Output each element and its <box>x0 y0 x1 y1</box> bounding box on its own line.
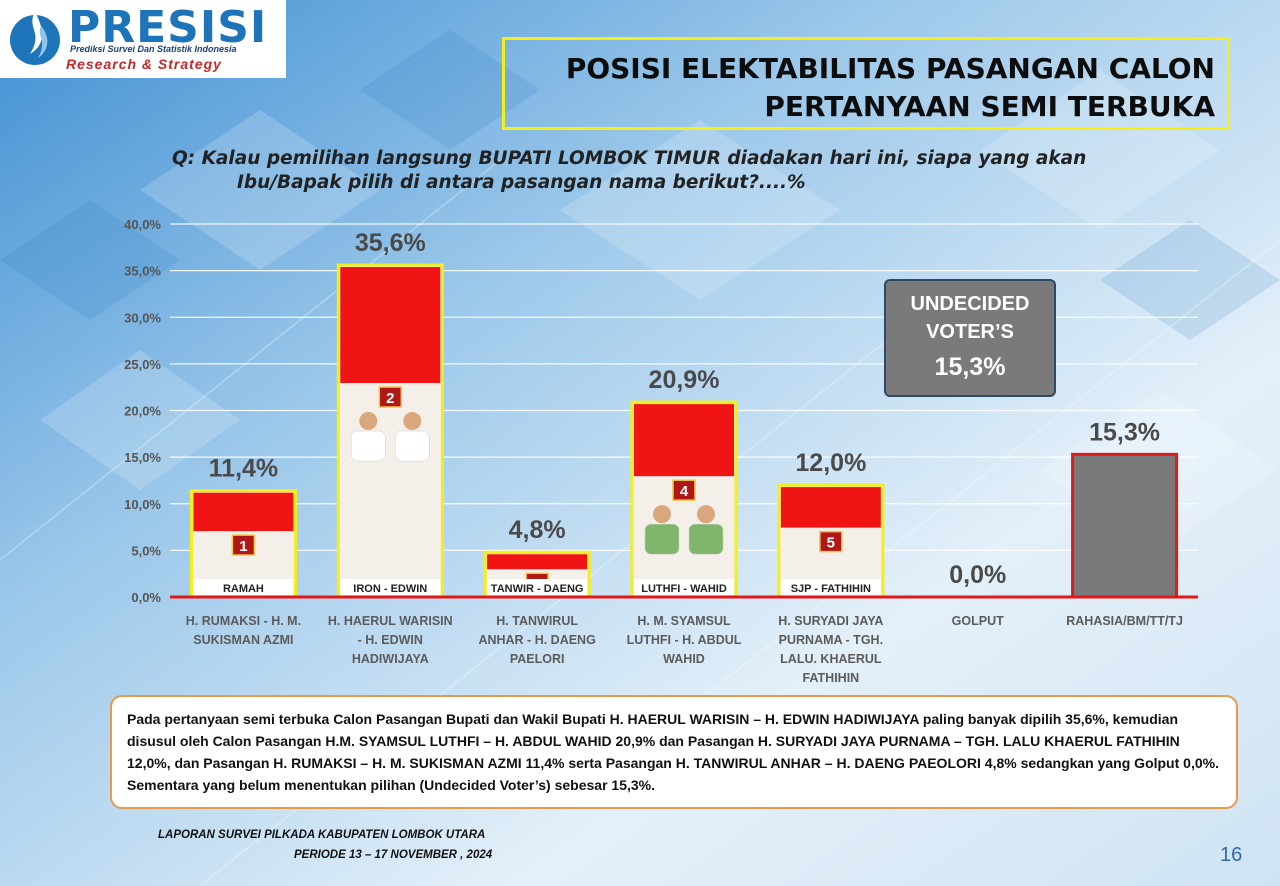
x-tick-label: PURNAMA - TGH. <box>779 633 883 647</box>
caption-band <box>193 579 294 595</box>
x-tick-label: FATHIHIN <box>802 671 859 685</box>
x-tick-label: PAELORI <box>510 652 565 666</box>
logo-subtitle: Prediksi Survei Dan Statistik Indonesia <box>70 44 237 54</box>
logo-name: PRESISI <box>68 2 268 53</box>
page-title-line1: POSISI ELEKTABILITAS PASANGAN CALON <box>565 52 1215 85</box>
title-box: POSISI ELEKTABILITAS PASANGAN CALON PERT… <box>502 37 1230 130</box>
bar-red-top <box>634 404 734 477</box>
x-tick-label: H. HAERUL WARISIN <box>328 614 453 628</box>
candidate-photo-head <box>359 412 378 431</box>
bar-red-top <box>487 554 588 570</box>
y-tick-label: 35,0% <box>124 264 161 279</box>
summary-box: Pada pertanyaan semi terbuka Calon Pasan… <box>110 695 1238 809</box>
candidate-photo-head <box>653 505 671 524</box>
candidate-photo-body <box>351 430 386 462</box>
data-label: 35,6% <box>355 229 426 257</box>
logo-tagline: Research & Strategy <box>66 56 222 72</box>
bar-red-top <box>193 492 294 532</box>
x-tick-label: GOLPUT <box>952 614 1004 628</box>
poster-caption: TANWIR - DAENG <box>491 583 584 595</box>
y-tick-label: 5,0% <box>131 543 161 558</box>
callout-line2: VOTER’S <box>926 321 1014 343</box>
poster-caption: LUTHFI - WAHID <box>641 583 727 595</box>
bar-red-top <box>780 487 881 528</box>
x-tick-label: LUTHFI - H. ABDUL <box>627 633 742 647</box>
candidate-photo-body <box>688 523 724 555</box>
footer-report-title: LAPORAN SURVEI PILKADA KABUPATEN LOMBOK … <box>158 829 486 841</box>
candidate-photo-head <box>403 412 422 431</box>
candidate-photo-head <box>697 505 715 524</box>
x-tick-label: WAHID <box>663 652 705 666</box>
data-label: 4,8% <box>509 516 566 544</box>
x-tick-label: ANHAR - H. DAENG <box>478 633 595 647</box>
y-tick-label: 10,0% <box>124 497 161 512</box>
candidate-number-badge <box>231 534 256 556</box>
callout-value: 15,3% <box>934 353 1006 381</box>
candidate-photo-body <box>644 523 680 555</box>
x-tick-label: - H. EDWIN <box>358 633 423 647</box>
data-label: 15,3% <box>1089 418 1160 446</box>
candidate-number: 2 <box>386 390 394 407</box>
x-tick-label: SUKISMAN AZMI <box>193 633 293 647</box>
caption-band <box>780 579 881 595</box>
data-label: 11,4% <box>209 455 279 483</box>
page-title-line2: PERTANYAAN SEMI TERBUKA <box>764 90 1215 123</box>
summary-text: Pada pertanyaan semi terbuka Calon Pasan… <box>127 711 1219 793</box>
data-label: 0,0% <box>949 561 1006 589</box>
presisi-logo: PRESISI Prediksi Survei Dan Statistik In… <box>0 0 286 78</box>
caption-band <box>634 579 734 595</box>
candidate-number: 4 <box>680 483 689 500</box>
y-tick-label: 30,0% <box>124 310 161 325</box>
caption-band <box>340 579 441 595</box>
candidate-number: 5 <box>827 535 835 552</box>
logo-flame-icon <box>10 12 60 65</box>
candidate-number-badge <box>819 530 843 553</box>
callout-line1: UNDECIDED <box>910 293 1030 315</box>
poster-caption: RAMAH <box>223 583 264 595</box>
caption-band <box>487 579 588 595</box>
x-tick-label: H. M. SYAMSUL <box>637 614 731 628</box>
data-label: 20,9% <box>649 366 720 394</box>
data-label: 12,0% <box>795 449 866 477</box>
candidate-number-badge <box>672 479 696 501</box>
page-number: 16 <box>1220 844 1243 866</box>
poster-caption: IRON - EDWIN <box>353 583 427 595</box>
y-tick-label: 25,0% <box>124 357 161 372</box>
question-line1: Q: Kalau pemilihan langsung BUPATI LOMBO… <box>172 148 1087 169</box>
x-tick-label: H. RUMAKSI - H. M. <box>186 614 301 628</box>
question-line2: Ibu/Bapak pilih di antara pasangan nama … <box>237 172 806 193</box>
y-tick-label: 15,0% <box>124 450 161 465</box>
x-tick-label: HADIWIJAYA <box>352 652 429 666</box>
undecided-callout: UNDECIDED VOTER’S 15,3% <box>884 279 1056 397</box>
x-tick-label: RAHASIA/BM/TT/TJ <box>1066 614 1183 628</box>
candidate-photo-body <box>395 430 430 462</box>
x-tick-label: H. TANWIRUL <box>496 614 578 628</box>
y-tick-label: 20,0% <box>124 404 161 419</box>
candidate-number: 1 <box>239 538 247 555</box>
bar-red-top <box>340 267 441 384</box>
y-tick-label: 0,0% <box>131 590 161 605</box>
x-tick-label: LALU. KHAERUL <box>780 652 882 666</box>
y-tick-label: 40,0% <box>124 217 161 232</box>
poster-caption: SJP - FATHIHIN <box>791 583 871 595</box>
x-tick-label: H. SURYADI JAYA <box>778 614 883 628</box>
candidate-number-badge <box>378 386 403 408</box>
footer-period: PERIODE 13 – 17 NOVEMBER , 2024 <box>294 849 493 861</box>
bar-undecided <box>1071 452 1179 599</box>
